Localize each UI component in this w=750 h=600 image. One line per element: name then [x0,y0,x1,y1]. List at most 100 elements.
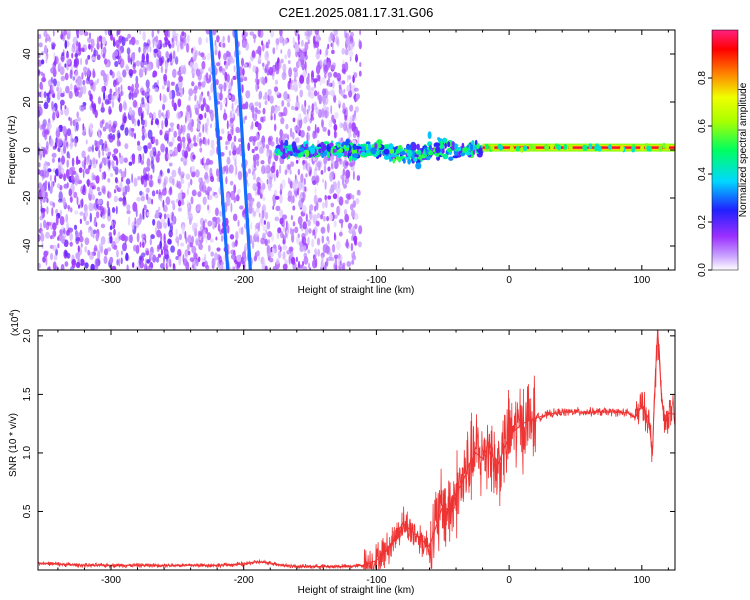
noise-point [234,263,237,268]
noise-point [38,59,42,67]
noise-point [106,200,110,209]
noise-point [336,240,341,251]
noise-point [185,42,190,53]
noise-point [210,251,214,257]
noise-point [123,157,128,163]
noise-point [168,53,173,62]
noise-point [90,38,95,49]
noise-point [155,138,159,146]
noise-point [234,158,237,167]
noise-point [164,254,168,260]
noise-point [183,36,187,47]
noise-point [101,102,104,112]
noise-point [161,120,164,130]
noise-point [197,191,202,198]
noise-point [212,30,217,36]
noise-point [149,261,154,270]
transition-point [321,143,327,152]
noise-point [279,209,284,218]
noise-point [89,251,94,260]
noise-point [318,36,321,41]
noise-point [178,128,182,137]
noise-point [137,140,141,147]
noise-point [261,165,266,175]
noise-point [219,229,223,235]
noise-point [42,198,45,203]
noise-point [322,215,326,222]
noise-point [93,49,99,57]
noise-point [305,213,308,223]
noise-point [59,66,65,76]
noise-point [141,97,145,105]
noise-point [63,30,68,36]
noise-point [129,72,133,78]
snr-ylabel: SNR (10 * v/v) [8,413,19,477]
noise-point [180,242,185,247]
noise-point [115,39,120,49]
transition-point [450,146,456,150]
noise-point [291,228,295,235]
noise-point [339,121,342,129]
noise-point [87,67,90,78]
noise-point [101,119,105,125]
noise-point [72,76,76,81]
noise-point [55,208,58,215]
noise-point [345,169,351,179]
noise-point [116,259,119,266]
noise-point [172,50,176,60]
noise-point [197,256,201,263]
noise-point [161,85,165,90]
noise-point [94,109,98,119]
noise-point [239,205,244,210]
noise-point [126,210,131,215]
noise-point [334,112,339,119]
noise-point [68,188,73,197]
noise-point [268,176,273,185]
noise-point [279,217,284,225]
noise-point [241,103,247,110]
noise-point [277,250,282,259]
noise-point [158,109,162,119]
noise-point [83,185,86,193]
noise-point [242,40,248,48]
noise-point [43,129,49,135]
noise-point [183,161,187,166]
noise-point [164,38,170,45]
noise-point [207,204,210,211]
noise-point [96,186,101,192]
noise-point [275,136,279,145]
noise-point [167,30,170,38]
noise-point [273,86,279,93]
noise-point [187,34,190,43]
noise-point [75,236,81,242]
noise-point [287,48,291,59]
noise-point [48,181,50,192]
noise-point [71,47,74,53]
noise-point [146,59,150,65]
noise-point [92,229,97,235]
noise-point [287,60,291,65]
noise-point [256,201,261,209]
noise-point [91,100,94,109]
noise-point [284,233,288,238]
noise-point [248,61,252,69]
noise-point [212,147,215,155]
noise-point [168,176,174,184]
noise-point [313,103,318,111]
noise-point [314,257,318,268]
x-tick-label: -100 [366,575,386,586]
noise-point [289,127,293,138]
noise-point [212,220,216,227]
noise-point [290,181,293,189]
noise-point [78,167,83,173]
noise-point [264,100,268,106]
transition-point [299,147,305,152]
noise-point [205,158,211,166]
transition-point [444,142,447,149]
noise-point [43,91,47,98]
noise-point [108,136,114,143]
noise-point [101,185,106,192]
noise-point [111,265,117,270]
noise-point [210,83,214,93]
noise-point [327,223,330,234]
